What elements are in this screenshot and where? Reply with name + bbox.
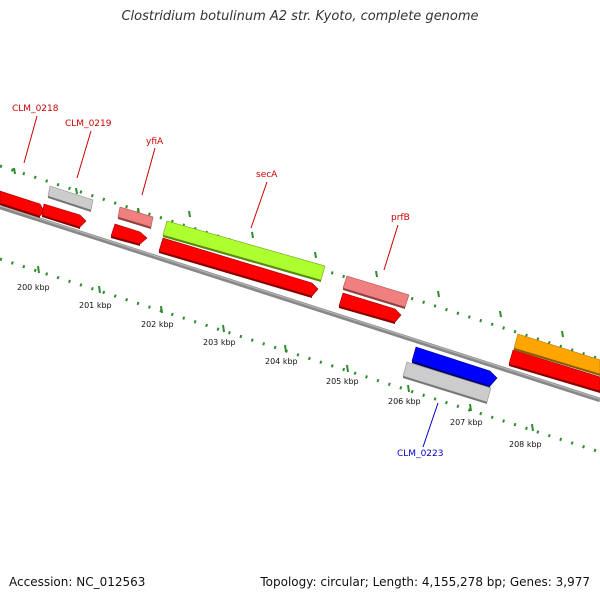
upper-major-tick (499, 310, 502, 318)
gene-label-clm-0219: CLM_0219 (65, 119, 112, 129)
leader-line-clm-0219 (76, 130, 92, 179)
lower-major-tick (222, 324, 225, 333)
gene-arrow-red-shadow (339, 306, 395, 324)
gene-seca-shadow (159, 251, 312, 298)
scale-label: 205 kbp (326, 377, 359, 386)
upper-major-tick (188, 210, 191, 218)
gene-clm-0219-shadow (42, 215, 80, 229)
upper-major-tick (314, 251, 317, 259)
gene-clm-0223-shadow (403, 376, 487, 404)
gene-arrow-blue[interactable] (411, 346, 498, 387)
leader-line-clm-0223 (422, 402, 439, 448)
gene-arrow-red[interactable] (508, 349, 600, 392)
leader-line-yfia (141, 147, 156, 196)
lower-major-tick (160, 305, 163, 314)
lower-major-tick (37, 265, 40, 274)
scale-label: 208 kbp (509, 440, 542, 449)
upper-major-tick (13, 167, 16, 175)
gene-seca[interactable] (158, 237, 319, 297)
gene-label-clm-0223: CLM_0223 (397, 449, 443, 459)
gene-yfia-shadow (118, 217, 151, 229)
scale-label: 203 kbp (203, 338, 236, 347)
leader-line-prfb (383, 224, 399, 271)
gene-arrow-blue-shadow (412, 361, 490, 388)
scale-label: 207 kbp (450, 418, 483, 427)
gene-arrow-orange[interactable] (513, 333, 600, 375)
gene-arrow-red-shadow (0, 203, 40, 218)
lower-major-tick (346, 364, 349, 373)
genome-backbone (0, 204, 600, 403)
scale-label: 201 kbp (79, 301, 112, 310)
genome-backbone-highlight (0, 205, 600, 400)
gene-label-clm-0218: CLM_0218 (12, 104, 59, 114)
gene-arrow-red[interactable] (110, 223, 148, 245)
gene-label-yfia: yfiA (146, 137, 164, 147)
gene-clm-0218[interactable] (47, 185, 94, 211)
upper-major-tick (75, 187, 78, 195)
gene-arrow-red-shadow (111, 236, 140, 246)
gene-arrow-red[interactable] (338, 292, 402, 323)
lower-major-tick (98, 285, 101, 294)
upper-major-tick (251, 231, 254, 239)
scale-label: 204 kbp (265, 357, 298, 366)
gene-arrow-red-shadow (509, 364, 600, 393)
gene-label-prfb: prfB (391, 213, 410, 223)
scale-label: 202 kbp (141, 320, 174, 329)
upper-major-tick (375, 270, 378, 278)
accession-label: Accession: NC_012563 (9, 575, 146, 589)
leader-line-clm-0218 (23, 115, 38, 164)
gene-clm-0219[interactable] (41, 203, 87, 228)
upper-major-ticks (13, 167, 564, 338)
lower-major-tick (407, 384, 410, 393)
gene-prfb-shadow (343, 288, 405, 309)
gene-label-seca: secA (256, 170, 278, 180)
lower-major-tick (469, 403, 472, 412)
leader-line-seca (250, 181, 268, 229)
gene-clm-0218-shadow (48, 196, 91, 212)
lower-major-tick (531, 423, 534, 432)
scale-label: 206 kbp (388, 397, 421, 406)
upper-major-tick (561, 330, 564, 338)
gene-arrow-green-shadow (163, 235, 321, 282)
lower-major-ticks (37, 265, 534, 432)
scale-label: 200 kbp (17, 283, 50, 292)
gene-arrow-orange-shadow (514, 348, 600, 376)
lower-major-tick (284, 344, 287, 353)
map-title: Clostridium botulinum A2 str. Kyoto, com… (121, 9, 479, 24)
upper-major-tick (437, 290, 440, 298)
genome-summary: Topology: circular; Length: 4,155,278 bp… (260, 575, 590, 589)
